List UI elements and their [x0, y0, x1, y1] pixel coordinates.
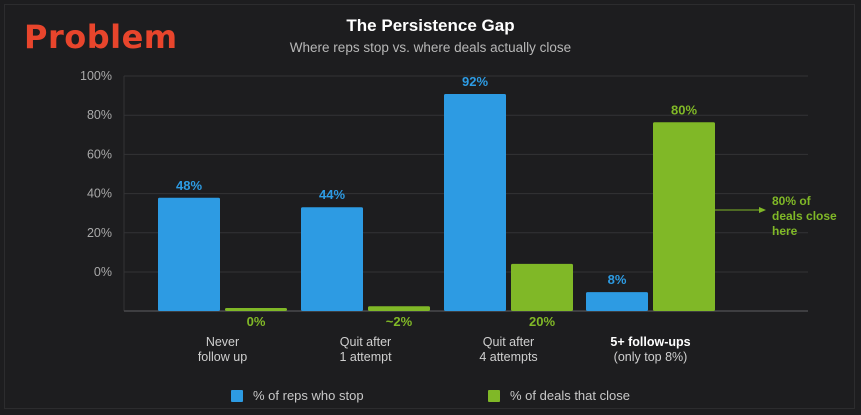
value-label-reps: 48% [176, 178, 202, 193]
bar-reps-stop [586, 292, 648, 311]
legend-label-reps: % of reps who stop [253, 388, 364, 403]
x-category-label: Quit after [483, 335, 534, 349]
annotation-text: deals close [772, 209, 837, 223]
slide-frame [4, 4, 855, 409]
x-category-label: 4 attempts [479, 350, 537, 364]
chart-subtitle: Where reps stop vs. where deals actually… [289, 40, 572, 55]
bar-deals-close [225, 308, 287, 311]
slide-label-problem: Problem [24, 18, 178, 56]
y-tick-label: 40% [87, 187, 112, 201]
bar-reps-stop [301, 207, 363, 311]
y-tick-label: 80% [87, 108, 112, 122]
legend-label-deals: % of deals that close [510, 388, 630, 403]
value-label-reps: 8% [608, 272, 627, 287]
y-tick-label: 0% [94, 265, 112, 279]
x-category-label: Quit after [340, 335, 391, 349]
x-category-label: (only top 8%) [614, 350, 688, 364]
value-label-deals: 80% [671, 102, 697, 117]
bar-deals-close [511, 263, 573, 311]
value-label-reps: 92% [462, 74, 488, 89]
value-label-deals: ~2% [386, 314, 413, 329]
x-category-label: 1 attempt [339, 350, 392, 364]
value-label-reps: 44% [319, 187, 345, 202]
y-tick-label: 20% [87, 226, 112, 240]
legend-item-reps: % of reps who stop [231, 388, 364, 403]
bar-deals-close [368, 306, 430, 311]
y-tick-label: 60% [87, 147, 112, 161]
x-category-label: 5+ follow-ups [610, 335, 690, 349]
bar-reps-stop [158, 197, 220, 311]
value-label-deals: 0% [247, 314, 266, 329]
annotation-arrowhead [759, 207, 766, 213]
legend-swatch-reps [231, 389, 243, 402]
y-tick-label: 100% [80, 69, 112, 83]
value-label-deals: 20% [529, 314, 555, 329]
annotation-text: 80% of [772, 194, 812, 208]
legend-item-deals: % of deals that close [488, 388, 630, 403]
legend-swatch-deals [488, 389, 500, 402]
x-category-label: follow up [198, 350, 247, 364]
bar-deals-close [653, 122, 715, 311]
bar-reps-stop [444, 94, 506, 311]
chart-title: The Persistence Gap [346, 16, 515, 35]
annotation-text: here [772, 224, 798, 238]
x-category-label: Never [206, 335, 239, 349]
